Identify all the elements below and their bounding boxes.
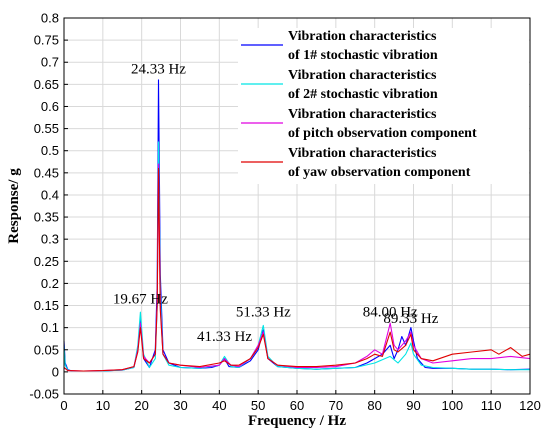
y-tick-label: 0.65: [34, 77, 59, 92]
x-tick-label: 90: [406, 398, 420, 413]
y-tick-label: 0.45: [34, 165, 59, 180]
legend-label: of yaw observation component: [288, 165, 471, 180]
legend-label: Vibration characteristics: [288, 68, 437, 83]
peak-annotation: 51.33 Hz: [236, 305, 291, 321]
x-tick-label: 30: [173, 398, 187, 413]
x-tick-label: 120: [519, 398, 541, 413]
legend: Vibration characteristics of 1# stochasti…: [238, 28, 529, 184]
y-tick-label: 0.8: [41, 11, 59, 26]
peak-annotation: 89.33 Hz: [383, 311, 438, 327]
y-tick-label: 0.3: [41, 232, 59, 247]
legend-label: Vibration characteristics: [288, 29, 437, 44]
series-lines: [63, 79, 531, 372]
axis-ticks: 0 10 20 30 40 50 60 70 80 90 100 110 120-0.0500.050.…: [29, 11, 540, 414]
peak-annotation: 41.33 Hz: [197, 329, 252, 345]
legend-box: [238, 28, 529, 184]
y-tick-label: 0.5: [41, 143, 59, 158]
x-tick-label: 60: [290, 398, 304, 413]
legend-label: of pitch observation component: [288, 126, 477, 141]
y-tick-label: 0.55: [34, 121, 59, 136]
y-tick-label: 0.15: [34, 298, 59, 313]
y-tick-label: 0.2: [41, 276, 59, 291]
peak-annotations: 24.33 Hz 19.67 Hz 41.33 Hz 51.33 Hz 84.00 Hz…: [113, 61, 439, 345]
y-tick-label: 0.25: [34, 254, 59, 269]
x-tick-label: 50: [251, 398, 265, 413]
y-tick-label: 0.1: [41, 320, 59, 335]
y-axis-title: Response/ g: [6, 168, 22, 244]
x-tick-label: 20: [134, 398, 148, 413]
peak-annotation: 24.33 Hz: [131, 61, 186, 77]
y-tick-label: 0.35: [34, 210, 59, 225]
legend-label: of 2# stochastic vibration: [288, 87, 438, 102]
x-tick-label: 10: [96, 398, 110, 413]
y-tick-label: 0.75: [34, 33, 59, 48]
peak-annotation: 19.67 Hz: [113, 291, 168, 307]
y-tick-label: 0.7: [41, 55, 59, 70]
x-tick-label: 110: [481, 398, 502, 413]
series-line-4: [63, 167, 531, 372]
y-tick-label: -0.05: [29, 387, 59, 402]
y-tick-label: 0.6: [41, 99, 59, 114]
y-tick-label: 0.05: [34, 342, 59, 357]
legend-label: Vibration characteristics: [288, 107, 437, 122]
x-tick-label: 0: [60, 398, 67, 413]
x-tick-label: 70: [329, 398, 343, 413]
x-axis-title: Frequency / Hz: [248, 413, 346, 429]
x-tick-label: 40: [212, 398, 226, 413]
y-tick-label: 0: [52, 364, 59, 379]
x-tick-label: 100: [441, 398, 463, 413]
x-tick-label: 80: [367, 398, 381, 413]
y-tick-label: 0.4: [41, 187, 59, 202]
legend-label: of 1# stochastic vibration: [288, 48, 438, 63]
peak-annotation: 84.00 Hz: [363, 305, 418, 321]
legend-label: Vibration characteristics: [288, 146, 437, 161]
